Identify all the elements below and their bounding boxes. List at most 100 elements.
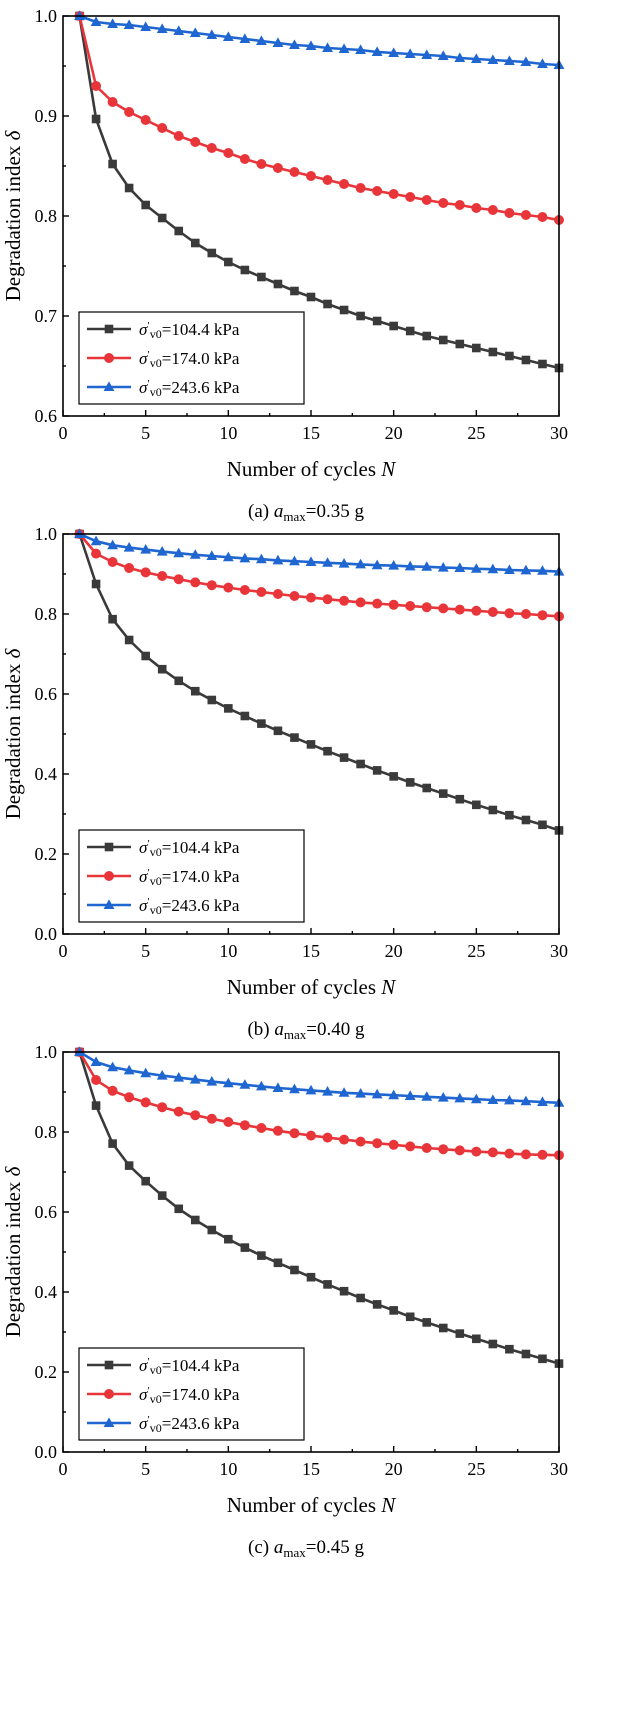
caption-suffix: =0.40 g [306,1019,365,1040]
data-point [454,200,465,210]
data-point [388,1089,400,1100]
data-point [207,695,217,705]
legend-entry: σ′v0=104.4 kPa [87,838,240,859]
data-point [537,1149,548,1160]
legend-label-subscript: v0 [150,845,162,859]
data-point [306,171,316,181]
data-point [388,560,400,570]
x-axis-title: Number of cycles N [227,457,397,481]
legend-entry: σ′v0=104.4 kPa [87,320,240,341]
data-point [405,778,415,787]
data-point [405,192,416,202]
data-point [306,292,316,302]
data-point [437,50,449,60]
data-point [239,154,250,164]
y-axis-title-variable: δ [1,647,25,658]
data-point [454,562,466,572]
data-point [190,686,200,696]
data-point [124,107,135,117]
legend-label-prime: ′ [147,349,149,361]
x-tick-label: 25 [467,423,485,443]
caption-variable: a [274,1537,284,1558]
data-point [189,1074,201,1084]
data-point [289,591,300,601]
x-tick-label: 0 [59,423,68,443]
y-tick-label: 0.4 [35,764,58,784]
data-point [355,1136,366,1147]
data-point [206,1113,217,1124]
data-point [455,1329,465,1338]
data-point [504,564,515,574]
legend-label-value: =243.6 kPa [162,896,240,915]
data-point [405,1312,415,1322]
data-point [537,610,548,621]
data-point [372,186,383,196]
legend-label-subscript: v0 [150,1421,162,1435]
legend-label-value: =243.6 kPa [162,378,240,397]
data-point [257,719,266,728]
data-point [538,359,547,369]
series-line [79,532,560,573]
data-point [140,567,151,578]
data-point [322,557,333,567]
y-tick-label: 0.6 [35,406,58,426]
data-point [405,326,415,336]
data-point [107,1061,118,1072]
data-point [257,1251,266,1260]
x-tick-label: 20 [385,941,403,961]
x-tick-label: 5 [141,423,150,443]
data-point [141,651,150,661]
legend-label-sigma: σ [139,1385,148,1404]
legend-label-value: =104.4 kPa [162,320,240,339]
data-point [371,559,383,570]
data-point [222,1077,234,1088]
legend-label: σ′v0=243.6 kPa [139,378,240,399]
data-point [355,597,366,608]
data-point [306,1130,316,1141]
data-point [421,602,432,613]
data-point [322,42,333,52]
data-point [421,561,433,571]
x-tick-label: 10 [219,423,237,443]
data-point [124,563,135,573]
legend-label: σ′v0=243.6 kPa [139,896,240,917]
legend-entry: σ′v0=243.6 kPa [87,378,240,399]
data-point [520,210,531,220]
data-point [173,574,184,585]
legend-label-prime: ′ [147,896,149,908]
data-point [471,203,482,213]
data-point [272,37,284,47]
y-tick-label: 0.9 [35,106,58,126]
data-point [505,351,514,361]
data-point [124,1161,134,1170]
legend-label: σ′v0=243.6 kPa [139,1414,240,1435]
data-point [537,565,548,575]
data-point [372,1300,382,1309]
data-point [140,21,152,31]
data-point [124,183,134,193]
y-tick-label: 0.0 [35,924,58,944]
data-point [504,1094,515,1105]
data-point [537,212,548,222]
data-point [240,265,250,275]
series-line [78,1050,560,1105]
legend-swatch-marker [104,842,114,852]
data-point [240,1243,250,1252]
legend-label-sigma: σ [139,320,148,339]
x-tick-label: 0 [59,1459,68,1479]
data-point [388,47,400,57]
caption-subscript: max [284,1027,307,1042]
data-point [239,33,251,43]
x-tick-label: 10 [219,941,237,961]
legend-label-subscript: v0 [150,356,162,370]
y-axis-title-variable: δ [1,129,25,140]
legend-label-sigma: σ [139,349,148,368]
x-tick-label: 15 [302,1459,320,1479]
data-point [141,200,150,210]
data-point [190,577,201,588]
panel-caption: (b) amax=0.40 g [247,1019,365,1042]
data-point [520,1095,532,1106]
data-point [157,664,167,674]
